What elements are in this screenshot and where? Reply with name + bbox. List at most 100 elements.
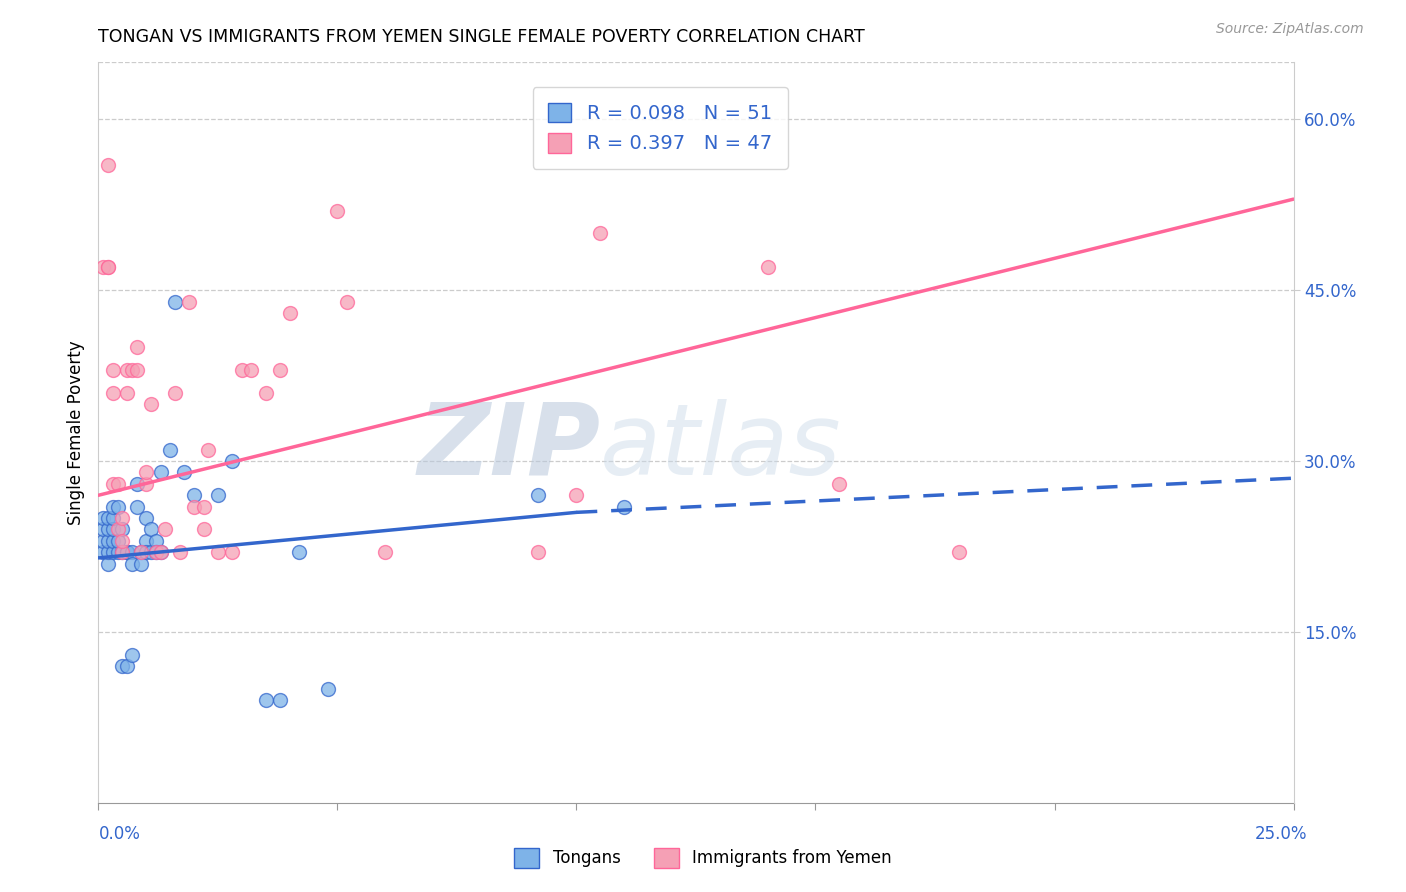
- Point: [527, 488, 550, 502]
- Point: [326, 203, 349, 218]
- Point: [131, 557, 153, 571]
- Point: [589, 227, 612, 241]
- Point: [91, 260, 114, 275]
- Point: [97, 511, 120, 525]
- Point: [131, 545, 153, 559]
- Text: Source: ZipAtlas.com: Source: ZipAtlas.com: [1216, 22, 1364, 37]
- Point: [111, 523, 134, 537]
- Point: [121, 648, 143, 662]
- Point: [240, 363, 263, 377]
- Point: [125, 363, 148, 377]
- Point: [97, 158, 120, 172]
- Point: [193, 523, 215, 537]
- Point: [115, 545, 138, 559]
- Point: [948, 545, 970, 559]
- Point: [91, 545, 114, 559]
- Point: [107, 545, 129, 559]
- Point: [145, 533, 167, 548]
- Legend: Tongans, Immigrants from Yemen: Tongans, Immigrants from Yemen: [508, 841, 898, 875]
- Point: [101, 500, 124, 514]
- Point: [828, 476, 851, 491]
- Y-axis label: Single Female Poverty: Single Female Poverty: [66, 341, 84, 524]
- Point: [207, 545, 229, 559]
- Point: [101, 385, 124, 400]
- Point: [111, 659, 134, 673]
- Point: [91, 523, 114, 537]
- Point: [336, 294, 359, 309]
- Point: [97, 260, 120, 275]
- Point: [565, 488, 588, 502]
- Point: [101, 533, 124, 548]
- Point: [316, 681, 339, 696]
- Point: [97, 557, 120, 571]
- Point: [125, 476, 148, 491]
- Point: [231, 363, 253, 377]
- Point: [163, 294, 186, 309]
- Point: [374, 545, 396, 559]
- Point: [254, 693, 277, 707]
- Point: [107, 500, 129, 514]
- Point: [91, 511, 114, 525]
- Text: 25.0%: 25.0%: [1256, 825, 1308, 843]
- Point: [101, 545, 124, 559]
- Text: atlas: atlas: [600, 399, 842, 496]
- Point: [221, 545, 243, 559]
- Point: [149, 466, 172, 480]
- Point: [101, 511, 124, 525]
- Point: [115, 545, 138, 559]
- Point: [288, 545, 311, 559]
- Point: [115, 363, 138, 377]
- Point: [756, 260, 779, 275]
- Point: [135, 466, 157, 480]
- Point: [97, 533, 120, 548]
- Point: [121, 557, 143, 571]
- Point: [159, 442, 181, 457]
- Point: [207, 488, 229, 502]
- Point: [163, 385, 186, 400]
- Point: [111, 545, 134, 559]
- Point: [278, 306, 301, 320]
- Point: [121, 363, 143, 377]
- Point: [221, 454, 243, 468]
- Text: 0.0%: 0.0%: [98, 825, 141, 843]
- Text: TONGAN VS IMMIGRANTS FROM YEMEN SINGLE FEMALE POVERTY CORRELATION CHART: TONGAN VS IMMIGRANTS FROM YEMEN SINGLE F…: [98, 28, 865, 45]
- Point: [145, 545, 167, 559]
- Point: [149, 545, 172, 559]
- Point: [101, 476, 124, 491]
- Point: [169, 545, 191, 559]
- Point: [135, 533, 157, 548]
- Point: [527, 545, 550, 559]
- Text: ZIP: ZIP: [418, 399, 600, 496]
- Point: [179, 294, 201, 309]
- Point: [97, 545, 120, 559]
- Point: [107, 476, 129, 491]
- Point: [125, 500, 148, 514]
- Point: [107, 523, 129, 537]
- Point: [269, 363, 291, 377]
- Point: [139, 523, 162, 537]
- Point: [115, 659, 138, 673]
- Point: [121, 545, 143, 559]
- Point: [111, 511, 134, 525]
- Point: [115, 385, 138, 400]
- Point: [101, 363, 124, 377]
- Point: [155, 523, 177, 537]
- Legend: R = 0.098   N = 51, R = 0.397   N = 47: R = 0.098 N = 51, R = 0.397 N = 47: [533, 87, 787, 169]
- Point: [125, 340, 148, 354]
- Point: [197, 442, 219, 457]
- Point: [97, 260, 120, 275]
- Point: [135, 476, 157, 491]
- Point: [101, 523, 124, 537]
- Point: [97, 523, 120, 537]
- Point: [145, 545, 167, 559]
- Point: [183, 488, 205, 502]
- Point: [254, 385, 277, 400]
- Point: [135, 545, 157, 559]
- Point: [183, 500, 205, 514]
- Point: [613, 500, 636, 514]
- Point: [91, 533, 114, 548]
- Point: [149, 545, 172, 559]
- Point: [107, 533, 129, 548]
- Point: [111, 545, 134, 559]
- Point: [193, 500, 215, 514]
